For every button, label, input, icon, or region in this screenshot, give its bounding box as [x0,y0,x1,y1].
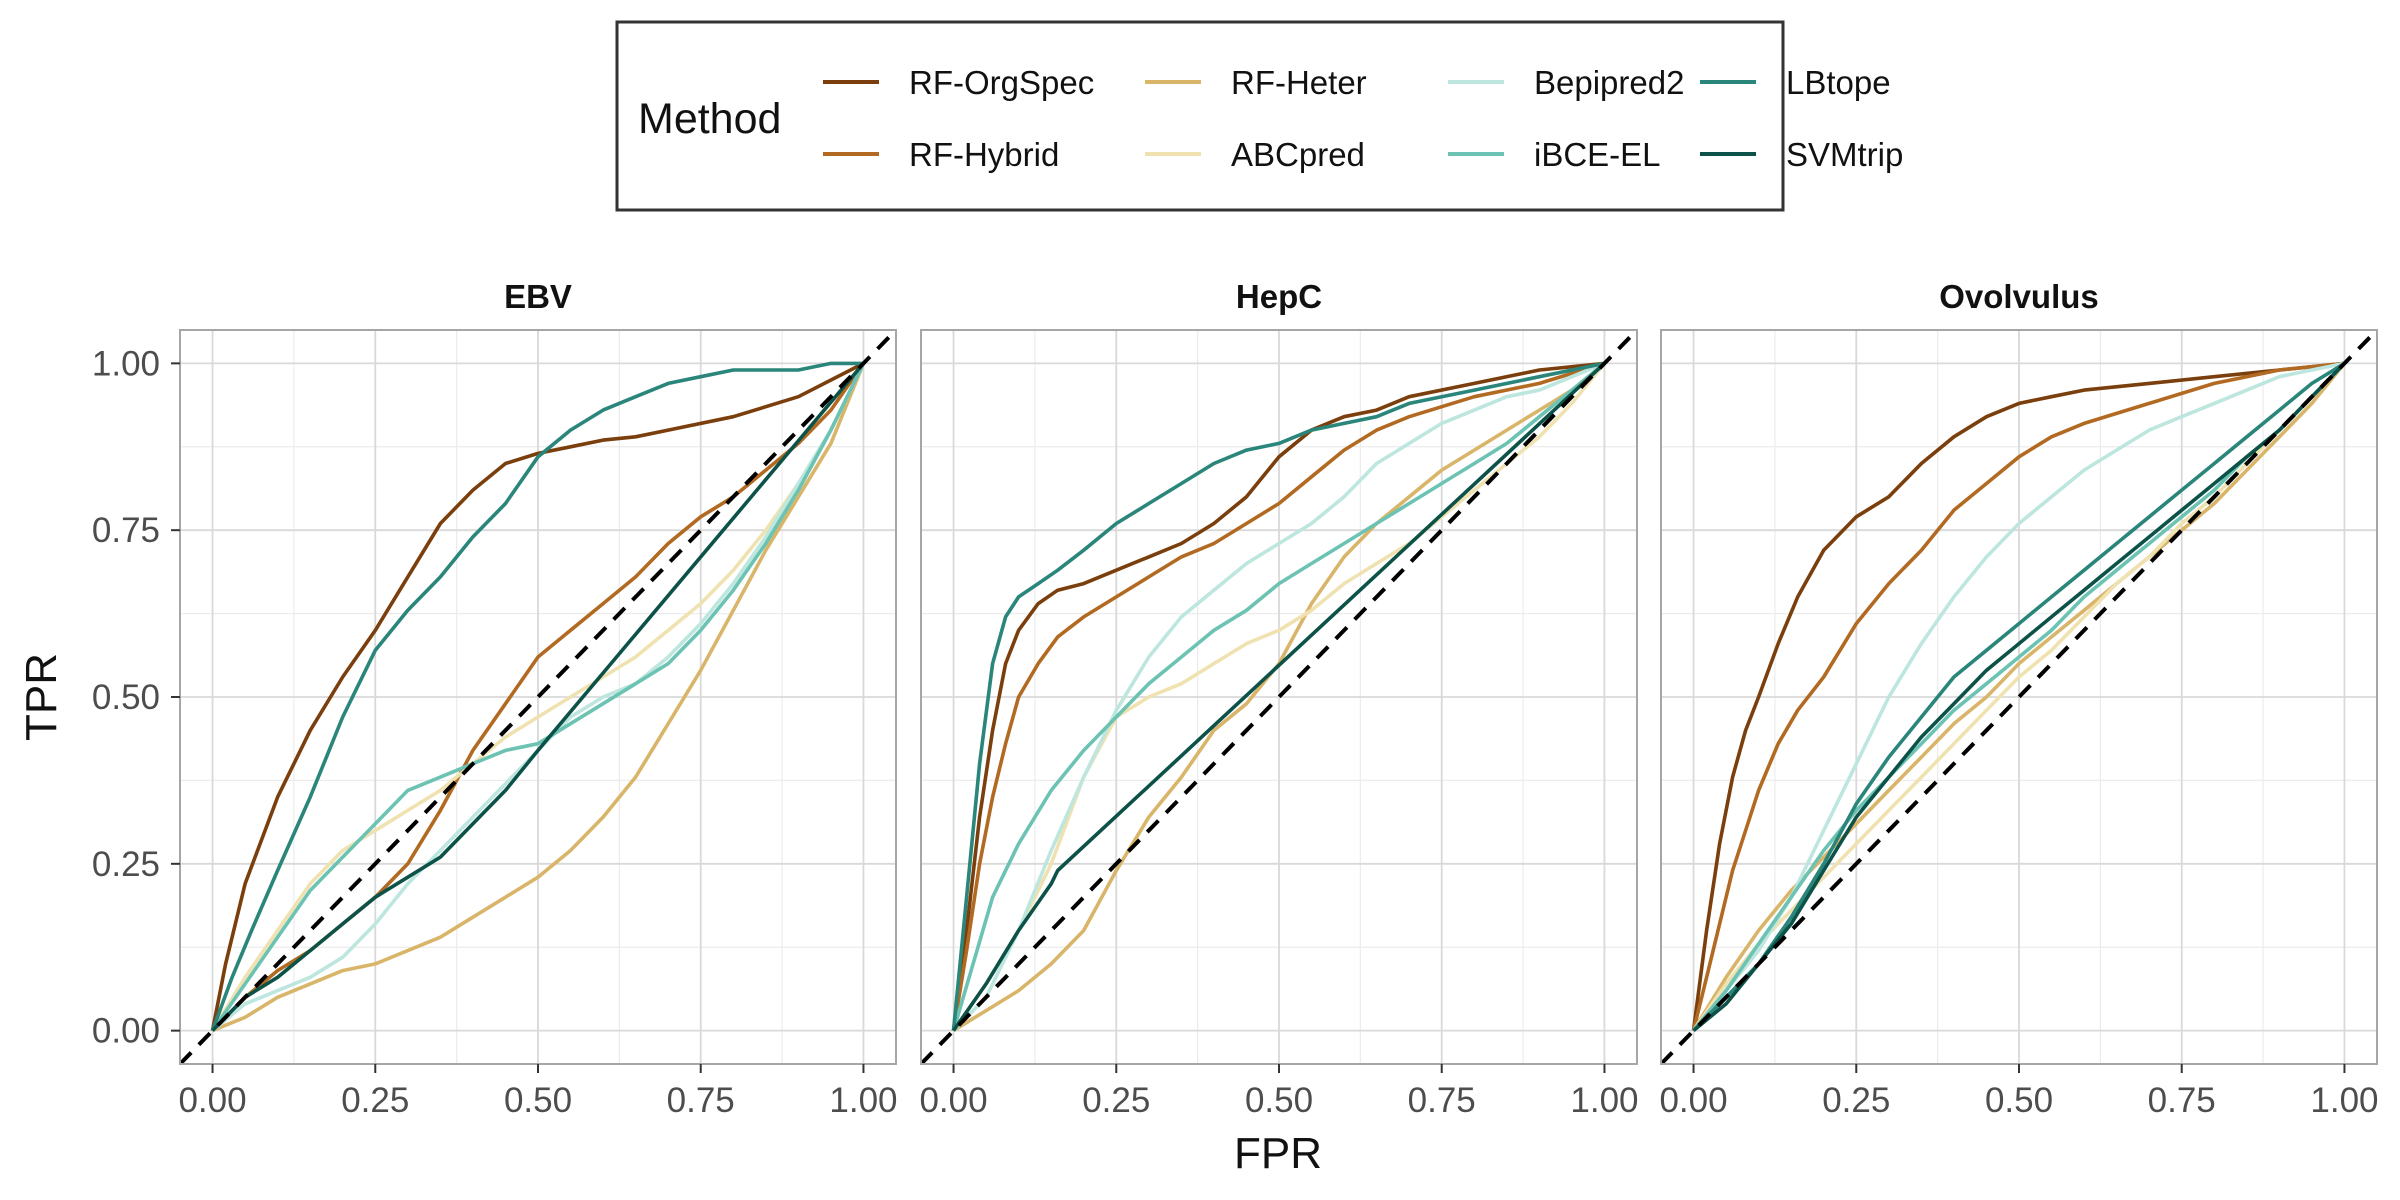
legend-label: SVMtrip [1786,136,1903,173]
legend-title: Method [638,95,781,143]
x-tick-label: 0.50 [504,1081,572,1120]
legend-item: iBCE-EL [1448,136,1661,173]
legend-item: LBtope [1700,64,1891,101]
legend-item: RF-Hybrid [823,136,1059,173]
grid [180,330,896,1064]
diagonal-reference-line [180,330,896,1064]
series-line-rf-orgspec [951,361,1605,1031]
series-line-lbtope [951,361,1605,1031]
x-tick-label: 0.75 [1408,1081,1476,1120]
panel-title: HepC [1236,278,1322,315]
x-tick-label: 1.00 [1570,1081,1638,1120]
legend-label: ABCpred [1231,136,1365,173]
grid [921,330,1637,1064]
legend-item: SVMtrip [1700,136,1903,173]
legend-item: RF-Heter [1145,64,1367,101]
series-group [1691,361,2346,1032]
series-line-svmtrip [211,362,865,1032]
x-tick-label: 1.00 [829,1081,897,1120]
legend-item: Bepipred2 [1448,64,1684,101]
legend-item: RF-OrgSpec [823,64,1094,101]
series-line-bepipred2 [1692,361,2345,1032]
y-tick-label: 0.75 [92,511,160,550]
series-line-svmtrip [952,362,1606,1032]
series-group [210,361,866,1033]
series-line-rf-orgspec [210,361,865,1031]
legend-label: RF-Heter [1231,64,1367,101]
series-line-rf-heter [211,362,866,1033]
series-line-svmtrip [1692,362,2346,1032]
legend-items: RF-OrgSpec RF-Hybrid RF-Heter ABCpred Bepipr… [823,64,1903,173]
series-line-lbtope [1692,361,2346,1032]
panel-title: Ovolvulus [1939,278,2099,315]
x-tick-label: 0.75 [667,1081,735,1120]
panels: EBV 0.00 0.25 0.50 0.75 1.00 0.00 0.25 0.50 0.75 1… [92,278,2379,1120]
series-line-ibce-el [951,362,1606,1032]
x-tick-label: 0.50 [1245,1081,1313,1120]
x-tick-label: 0.25 [1082,1081,1150,1120]
series-line-abcpred [210,362,866,1032]
series-line-rf-orgspec [1691,361,2345,1031]
legend-label: RF-Hybrid [909,136,1059,173]
x-tick-label: 1.00 [2310,1081,2378,1120]
legend-label: RF-OrgSpec [909,64,1094,101]
legend-label: LBtope [1786,64,1891,101]
legend-label: iBCE-EL [1534,136,1661,173]
y-tick-label: 0.25 [92,845,160,884]
series-line-lbtope [210,361,864,1032]
panel-ebv: EBV 0.00 0.25 0.50 0.75 1.00 0.00 0.25 0.50 0.75 1… [92,278,898,1120]
legend-item: ABCpred [1145,136,1365,173]
series-line-bepipred2 [952,361,1606,1032]
series-line-rf-hybrid [1691,361,2345,1032]
y-tick-label: 0.50 [92,678,160,717]
y-tick-label: 1.00 [92,344,160,383]
y-axis-title: TPR [17,653,66,741]
panel-hepc: HepC 0.00 0.25 0.50 0.75 1.00 [919,278,1638,1120]
x-tick-label: 0.00 [1659,1081,1727,1120]
legend-box [615,20,1785,212]
x-tick-label: 0.00 [178,1081,246,1120]
y-tick-label: 0.00 [92,1012,160,1051]
series-line-rf-hybrid [951,361,1606,1031]
x-tick-label: 0.25 [1822,1081,1890,1120]
x-axis-title: FPR [1234,1129,1322,1178]
x-tick-label: 0.75 [2148,1081,2216,1120]
diagonal-reference-line [1661,330,2377,1064]
diagonal-reference-line [921,330,1637,1064]
legend-label: Bepipred2 [1534,64,1684,101]
x-tick-label: 0.50 [1985,1081,2053,1120]
x-tick-label: 0.00 [919,1081,987,1120]
series-line-ibce-el [211,362,866,1032]
legend: Method RF-OrgSpec RF-Hybrid RF-Heter ABCpre… [615,20,1903,212]
x-tick-label: 0.25 [341,1081,409,1120]
panel-title: EBV [504,278,572,315]
panel-ovolvulus: Ovolvulus 0.00 0.25 0.50 0.75 1.00 [1659,278,2378,1120]
